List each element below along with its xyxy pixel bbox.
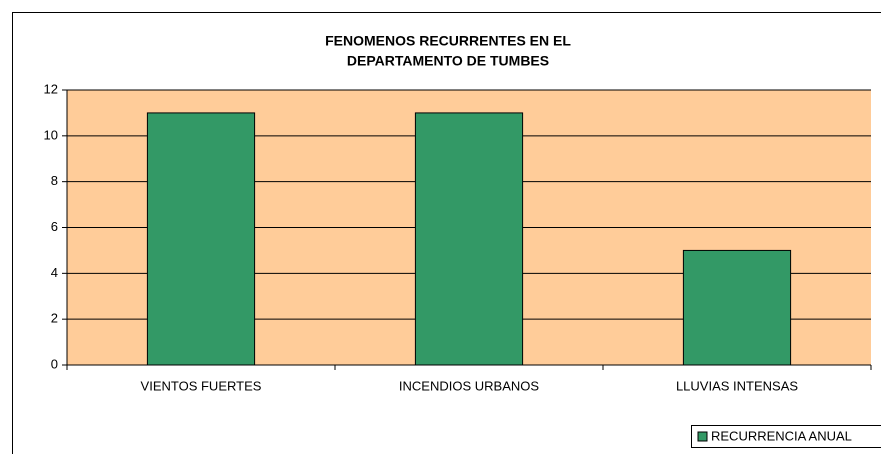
chart-title-line: DEPARTAMENTO DE TUMBES xyxy=(347,53,549,69)
y-tick-label: 0 xyxy=(51,356,58,371)
y-tick-label: 8 xyxy=(51,173,58,188)
y-tick-label: 10 xyxy=(44,127,58,142)
x-tick-label: VIENTOS FUERTES xyxy=(141,378,262,393)
x-tick-label: INCENDIOS URBANOS xyxy=(399,378,539,393)
y-tick-label: 12 xyxy=(44,81,58,96)
bar xyxy=(414,112,524,366)
chart-title-line: FENOMENOS RECURRENTES EN EL xyxy=(325,33,571,49)
y-tick-label: 6 xyxy=(51,219,58,234)
y-tick-label: 4 xyxy=(51,265,58,280)
y-tick-label: 2 xyxy=(51,311,58,326)
legend-swatch xyxy=(697,431,708,442)
legend-box xyxy=(691,425,881,448)
x-tick-label: LLUVIAS INTENSAS xyxy=(676,378,798,393)
bar xyxy=(682,249,792,366)
bar xyxy=(146,112,256,366)
legend-label: RECURRENCIA ANUAL xyxy=(711,428,852,443)
